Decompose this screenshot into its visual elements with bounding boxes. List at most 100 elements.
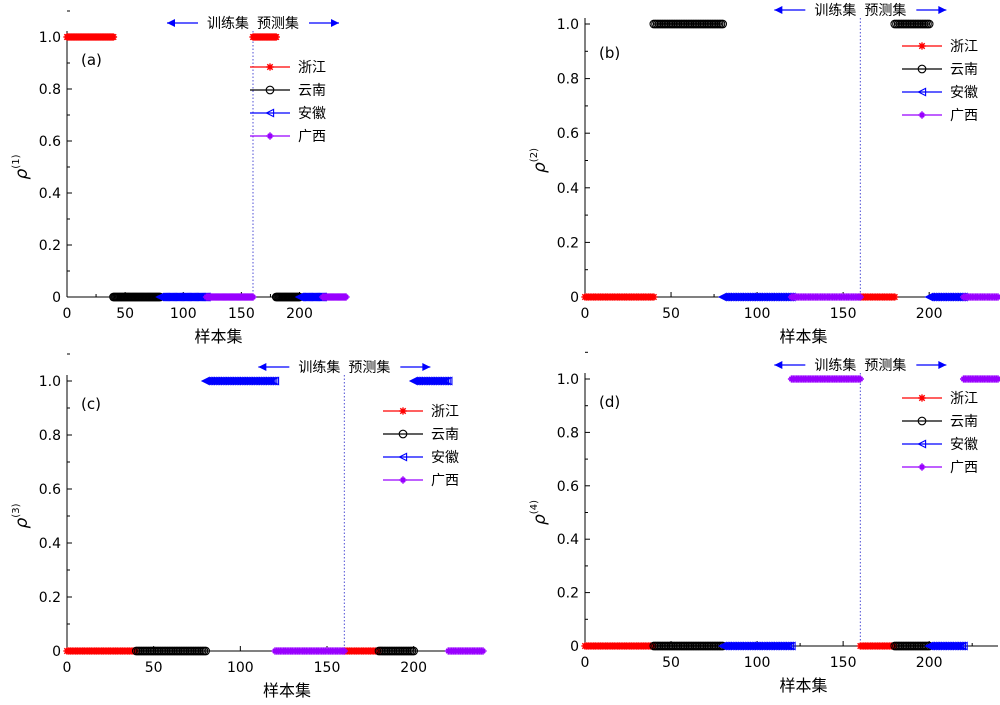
- y-axis-label-superscript: (2): [529, 148, 540, 162]
- data-point: [443, 376, 453, 386]
- test-set-label: 预测集: [864, 357, 906, 374]
- data-point: [266, 376, 276, 386]
- legend-label: 浙江: [298, 60, 326, 76]
- series-2: [649, 641, 934, 651]
- test-arrow-head: [331, 19, 339, 27]
- data-point: [856, 293, 864, 301]
- y-tick-label: 1.0: [39, 30, 61, 46]
- y-tick-label: 0: [570, 639, 579, 655]
- y-tick-label: 0: [570, 290, 579, 306]
- x-tick-label: 200: [916, 306, 943, 322]
- y-tick-label: 1.0: [557, 372, 579, 388]
- legend-marker: [917, 64, 927, 74]
- legend-label: 广西: [298, 129, 326, 145]
- x-tick-label: 200: [286, 306, 313, 322]
- legend-label: 云南: [950, 62, 978, 78]
- x-tick-label: 0: [581, 306, 590, 322]
- y-tick-label: 0.2: [39, 238, 61, 254]
- x-tick-label: 150: [830, 655, 857, 671]
- x-tick-label: 50: [662, 306, 680, 322]
- data-point: [958, 641, 968, 651]
- data-point: [268, 376, 278, 386]
- series-2: [131, 646, 419, 656]
- x-tick-label: 150: [228, 306, 255, 322]
- y-tick-label: 0.2: [39, 590, 61, 606]
- y-axis-label: ρ(4): [529, 500, 550, 525]
- y-tick-label: 0.4: [557, 181, 579, 197]
- legend-label: 安徽: [431, 450, 459, 466]
- panel-1: 0 0.2 0.4 0.6 0.8 1.0 0 50 100 150 200 样本集 ρ(1) (a) 训练…: [11, 10, 350, 346]
- legend-marker: [399, 476, 407, 484]
- train-set-label: 训练集: [814, 357, 856, 374]
- data-point: [957, 641, 967, 651]
- data-point: [924, 19, 934, 29]
- series-4: [787, 375, 1000, 383]
- legend-marker: [266, 132, 274, 140]
- legend-label: 浙江: [950, 391, 978, 407]
- y-axis-label-symbol: ρ: [530, 514, 550, 525]
- panel-3: 0 0.2 0.4 0.6 0.8 1.0 0 50 100 150 200 样本集 ρ(3) (c) 训练…: [11, 353, 487, 700]
- data-point: [479, 647, 487, 655]
- series-2: [109, 292, 304, 302]
- y-axis-label-symbol: ρ: [12, 168, 32, 179]
- y-tick-label: 0.6: [39, 134, 61, 150]
- x-tick-label: 100: [227, 660, 254, 676]
- series-4: [271, 647, 487, 655]
- series-1: [581, 642, 899, 650]
- y-tick-label: 1.0: [39, 374, 61, 390]
- set-annotation: 训练集 预测集: [258, 359, 431, 376]
- y-tick-label: 0.4: [39, 186, 61, 202]
- legend-marker: [917, 87, 927, 97]
- train-set-label: 训练集: [207, 15, 249, 32]
- set-annotation: 训练集 预测集: [167, 15, 339, 32]
- test-set-label: 预测集: [348, 359, 390, 376]
- legend-label: 云南: [950, 414, 978, 430]
- set-annotation: 训练集 预测集: [774, 2, 947, 19]
- legend-marker: [265, 108, 275, 118]
- series-4: [202, 293, 350, 301]
- data-point: [856, 375, 864, 383]
- test-arrow-head: [938, 361, 947, 369]
- legend-label: 浙江: [431, 404, 459, 420]
- data-point: [438, 376, 448, 386]
- y-tick-label: 0.6: [557, 479, 579, 495]
- legend-label: 安徽: [950, 85, 978, 101]
- x-tick-label: 100: [744, 306, 771, 322]
- y-tick-label: 0.8: [557, 72, 579, 88]
- y-axis-label: ρ(1): [11, 154, 32, 179]
- data-point: [786, 641, 796, 651]
- y-tick-label: 0: [52, 644, 61, 660]
- panel-label: (a): [81, 51, 102, 69]
- train-arrow-head: [774, 6, 783, 14]
- data-point: [264, 376, 274, 386]
- legend-label: 广西: [431, 473, 459, 489]
- legend-marker: [266, 63, 274, 71]
- x-tick-label: 0: [63, 660, 72, 676]
- y-axis-label: ρ(3): [11, 503, 32, 528]
- y-axis-label-superscript: (4): [529, 500, 540, 514]
- legend-label: 安徽: [298, 106, 326, 122]
- y-tick-label: 0.8: [557, 425, 579, 441]
- data-point: [783, 641, 793, 651]
- data-point: [953, 641, 963, 651]
- legend-label: 广西: [950, 108, 978, 124]
- x-axis-label: 样本集: [779, 327, 827, 346]
- y-tick-label: 0.8: [39, 82, 61, 98]
- train-set-label: 训练集: [298, 359, 340, 376]
- y-axis-label-symbol: ρ: [530, 162, 550, 173]
- x-tick-label: 50: [116, 306, 134, 322]
- data-point: [650, 293, 658, 301]
- data-point: [994, 375, 1000, 383]
- y-tick-label: 0.2: [557, 235, 579, 251]
- series-1: [63, 33, 280, 41]
- legend-label: 广西: [950, 460, 978, 476]
- data-point: [440, 376, 450, 386]
- test-arrow-head: [422, 363, 431, 371]
- y-tick-label: 0.4: [39, 536, 61, 552]
- legend-label: 云南: [298, 83, 326, 99]
- x-axis-label: 样本集: [779, 676, 827, 695]
- train-arrow-head: [258, 363, 267, 371]
- panel-label: (c): [81, 395, 101, 413]
